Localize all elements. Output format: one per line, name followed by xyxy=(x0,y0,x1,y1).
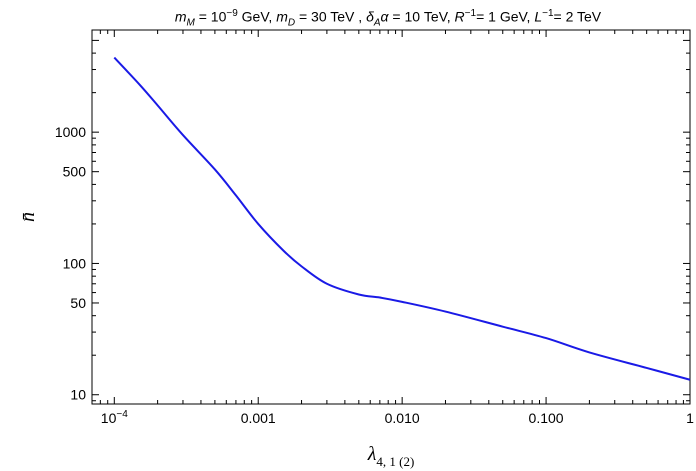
y-tick-label: 1000 xyxy=(55,124,86,140)
series-group xyxy=(113,56,691,381)
x-tick-label: 0.100 xyxy=(529,410,564,426)
tick-group: 10−4 0.001 0.010 0.100 1 10 50 100 500 1000 xyxy=(55,29,694,426)
y-tick-label: 500 xyxy=(63,164,87,180)
plot-frame xyxy=(91,29,691,405)
series-line xyxy=(113,56,691,381)
x-tick-label: 0.010 xyxy=(385,410,420,426)
y-tick-label: 10 xyxy=(70,387,86,403)
y-tick-label: 50 xyxy=(70,295,86,311)
chart-title: mM = 10−9 GeV, mD = 30 TeV , δAα = 10 Te… xyxy=(174,8,602,29)
y-axis-label: n̄ xyxy=(17,212,39,222)
y-tick-label: 100 xyxy=(63,255,87,271)
x-tick-label: 0.001 xyxy=(241,410,276,426)
x-tick-label: 10−4 xyxy=(101,409,128,426)
x-axis-label: λ4, 1 (2) xyxy=(367,443,415,469)
x-tick-label: 1 xyxy=(686,410,694,426)
